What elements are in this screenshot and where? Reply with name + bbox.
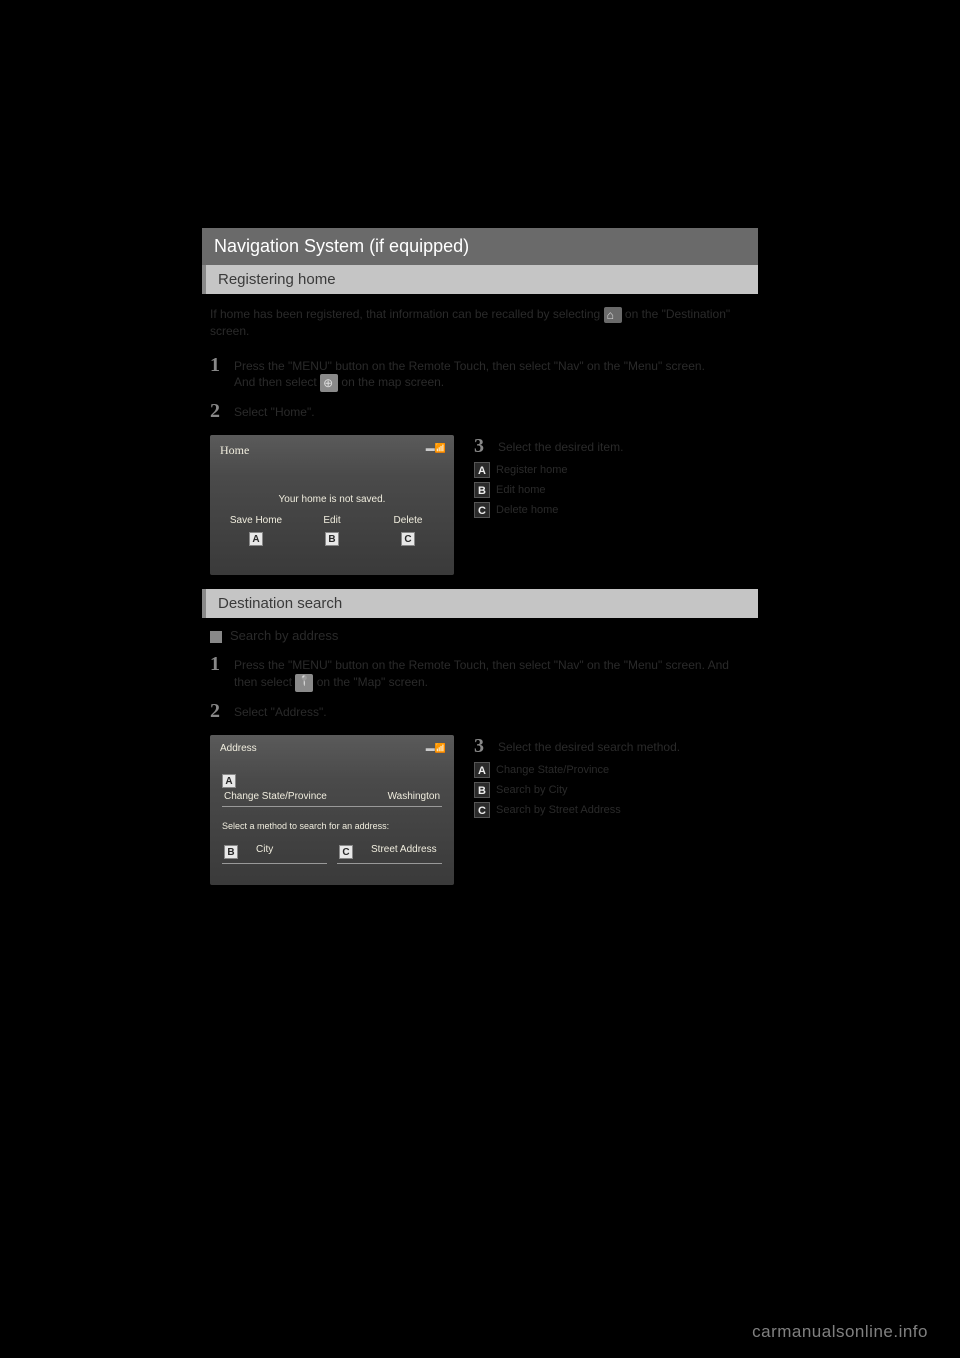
home-not-saved-text: Your home is not saved. [210, 494, 454, 505]
intro-paragraph: If home has been registered, that inform… [202, 294, 758, 348]
s2-step-3-row: 3 Select the desired search method. [474, 735, 750, 758]
address-screen-header: Address ▬📶 [210, 735, 454, 754]
option-b-text: Edit home [496, 484, 546, 496]
city-option[interactable]: B City [222, 837, 327, 864]
option-c-row: C Delete home [474, 502, 750, 518]
home-buttons-row: Save Home A Edit B Delete C [210, 515, 454, 546]
step1-line2-pre: And then select [234, 376, 320, 390]
city-label: City [256, 844, 273, 855]
delete-button-col: Delete C [370, 515, 446, 546]
s2-step-number-3: 3 [474, 735, 498, 758]
option-c-text: Delete home [496, 504, 558, 516]
marker-a-container: A [210, 754, 454, 789]
step-3-text: Select the desired item. [498, 435, 623, 456]
street-address-label: Street Address [371, 844, 437, 855]
edit-button-col: Edit B [294, 515, 370, 546]
s2-option-c-row: C Search by Street Address [474, 802, 750, 818]
step-1-text: Press the "MENU" button on the Remote To… [234, 354, 705, 393]
s2-step-number-1: 1 [210, 653, 234, 676]
change-state-row[interactable]: Change State/Province Washington [222, 789, 442, 807]
step-number-1: 1 [210, 354, 234, 377]
marker-a-dark: A [474, 462, 490, 478]
intro-text-pre: If home has been registered, that inform… [210, 307, 604, 321]
edit-label[interactable]: Edit [294, 515, 370, 526]
step-3-row: 3 Select the desired item. [474, 435, 750, 458]
s2-step-2-text: Select "Address". [234, 700, 327, 721]
step-number-2: 2 [210, 400, 234, 423]
screenshot-step-row: Home ▬📶 Your home is not saved. Save Hom… [202, 429, 758, 581]
marker-b-dark: B [474, 482, 490, 498]
delete-label[interactable]: Delete [370, 515, 446, 526]
s2-step-1-row: 1 Press the "MENU" button on the Remote … [202, 651, 758, 694]
watermark: carmanualsonline.info [752, 1322, 928, 1342]
signal-icon: ▬📶 [426, 443, 446, 454]
home-icon [604, 307, 622, 323]
s2-step-3-text: Select the desired search method. [498, 735, 680, 756]
address-instruction: Select a method to search for an address… [210, 807, 454, 837]
marker-c-dark: C [474, 502, 490, 518]
s2-marker-c-dark: C [474, 802, 490, 818]
pin-icon [295, 674, 313, 692]
option-a-row: A Register home [474, 462, 750, 478]
marker-a: A [249, 532, 263, 546]
state-value: Washington [388, 791, 440, 802]
section-registering-home-title: Registering home [202, 265, 758, 294]
page-content: Navigation System (if equipped) Register… [202, 228, 758, 891]
step3-column: 3 Select the desired item. A Register ho… [474, 435, 750, 522]
step1-line2-post: on the map screen. [341, 376, 444, 390]
search-by-address-text: Search by address [230, 628, 338, 643]
s2-option-b-row: B Search by City [474, 782, 750, 798]
option-b-row: B Edit home [474, 482, 750, 498]
s2-screenshot-step-row: Address ▬📶 A Change State/Province Washi… [202, 729, 758, 891]
address-options-row: B City C Street Address [210, 837, 454, 864]
home-screen-title: Home [210, 435, 454, 466]
main-title: Navigation System (if equipped) [202, 228, 758, 265]
save-home-button-col: Save Home A [218, 515, 294, 546]
step-1-row: 1 Press the "MENU" button on the Remote … [202, 352, 758, 395]
s2-step1-post: on the "Map" screen. [317, 675, 428, 689]
address-screen-title: Address [220, 743, 257, 754]
address-screenshot: Address ▬📶 A Change State/Province Washi… [210, 735, 454, 885]
s2-option-a-text: Change State/Province [496, 764, 609, 776]
s2-option-a-row: A Change State/Province [474, 762, 750, 778]
signal-icon-2: ▬📶 [426, 743, 446, 754]
s2-marker-b-dark: B [474, 782, 490, 798]
step-number-3: 3 [474, 435, 498, 458]
s2-option-c-text: Search by Street Address [496, 804, 621, 816]
step1-line1: Press the "MENU" button on the Remote To… [234, 359, 705, 373]
s2-step-2-row: 2 Select "Address". [202, 698, 758, 725]
s2-step-number-2: 2 [210, 700, 234, 723]
marker-a-addr: A [222, 774, 236, 788]
street-address-option[interactable]: C Street Address [337, 837, 442, 864]
s2-option-b-text: Search by City [496, 784, 568, 796]
step-2-row: 2 Select "Home". [202, 398, 758, 425]
change-state-label: Change State/Province [224, 791, 327, 802]
marker-c-addr: C [339, 845, 353, 859]
home-screenshot: Home ▬📶 Your home is not saved. Save Hom… [210, 435, 454, 575]
s2-step-1-text: Press the "MENU" button on the Remote To… [234, 653, 750, 692]
nav-crosshair-icon [320, 374, 338, 392]
marker-c: C [401, 532, 415, 546]
s2-step3-column: 3 Select the desired search method. A Ch… [474, 735, 750, 822]
section-destination-search-title: Destination search [202, 589, 758, 618]
search-by-address-subtitle: Search by address [202, 618, 758, 647]
marker-b: B [325, 532, 339, 546]
marker-b-addr: B [224, 845, 238, 859]
square-bullet-icon [210, 631, 222, 643]
save-home-label[interactable]: Save Home [218, 515, 294, 526]
s2-marker-a-dark: A [474, 762, 490, 778]
step-2-text: Select "Home". [234, 400, 315, 421]
option-a-text: Register home [496, 464, 568, 476]
